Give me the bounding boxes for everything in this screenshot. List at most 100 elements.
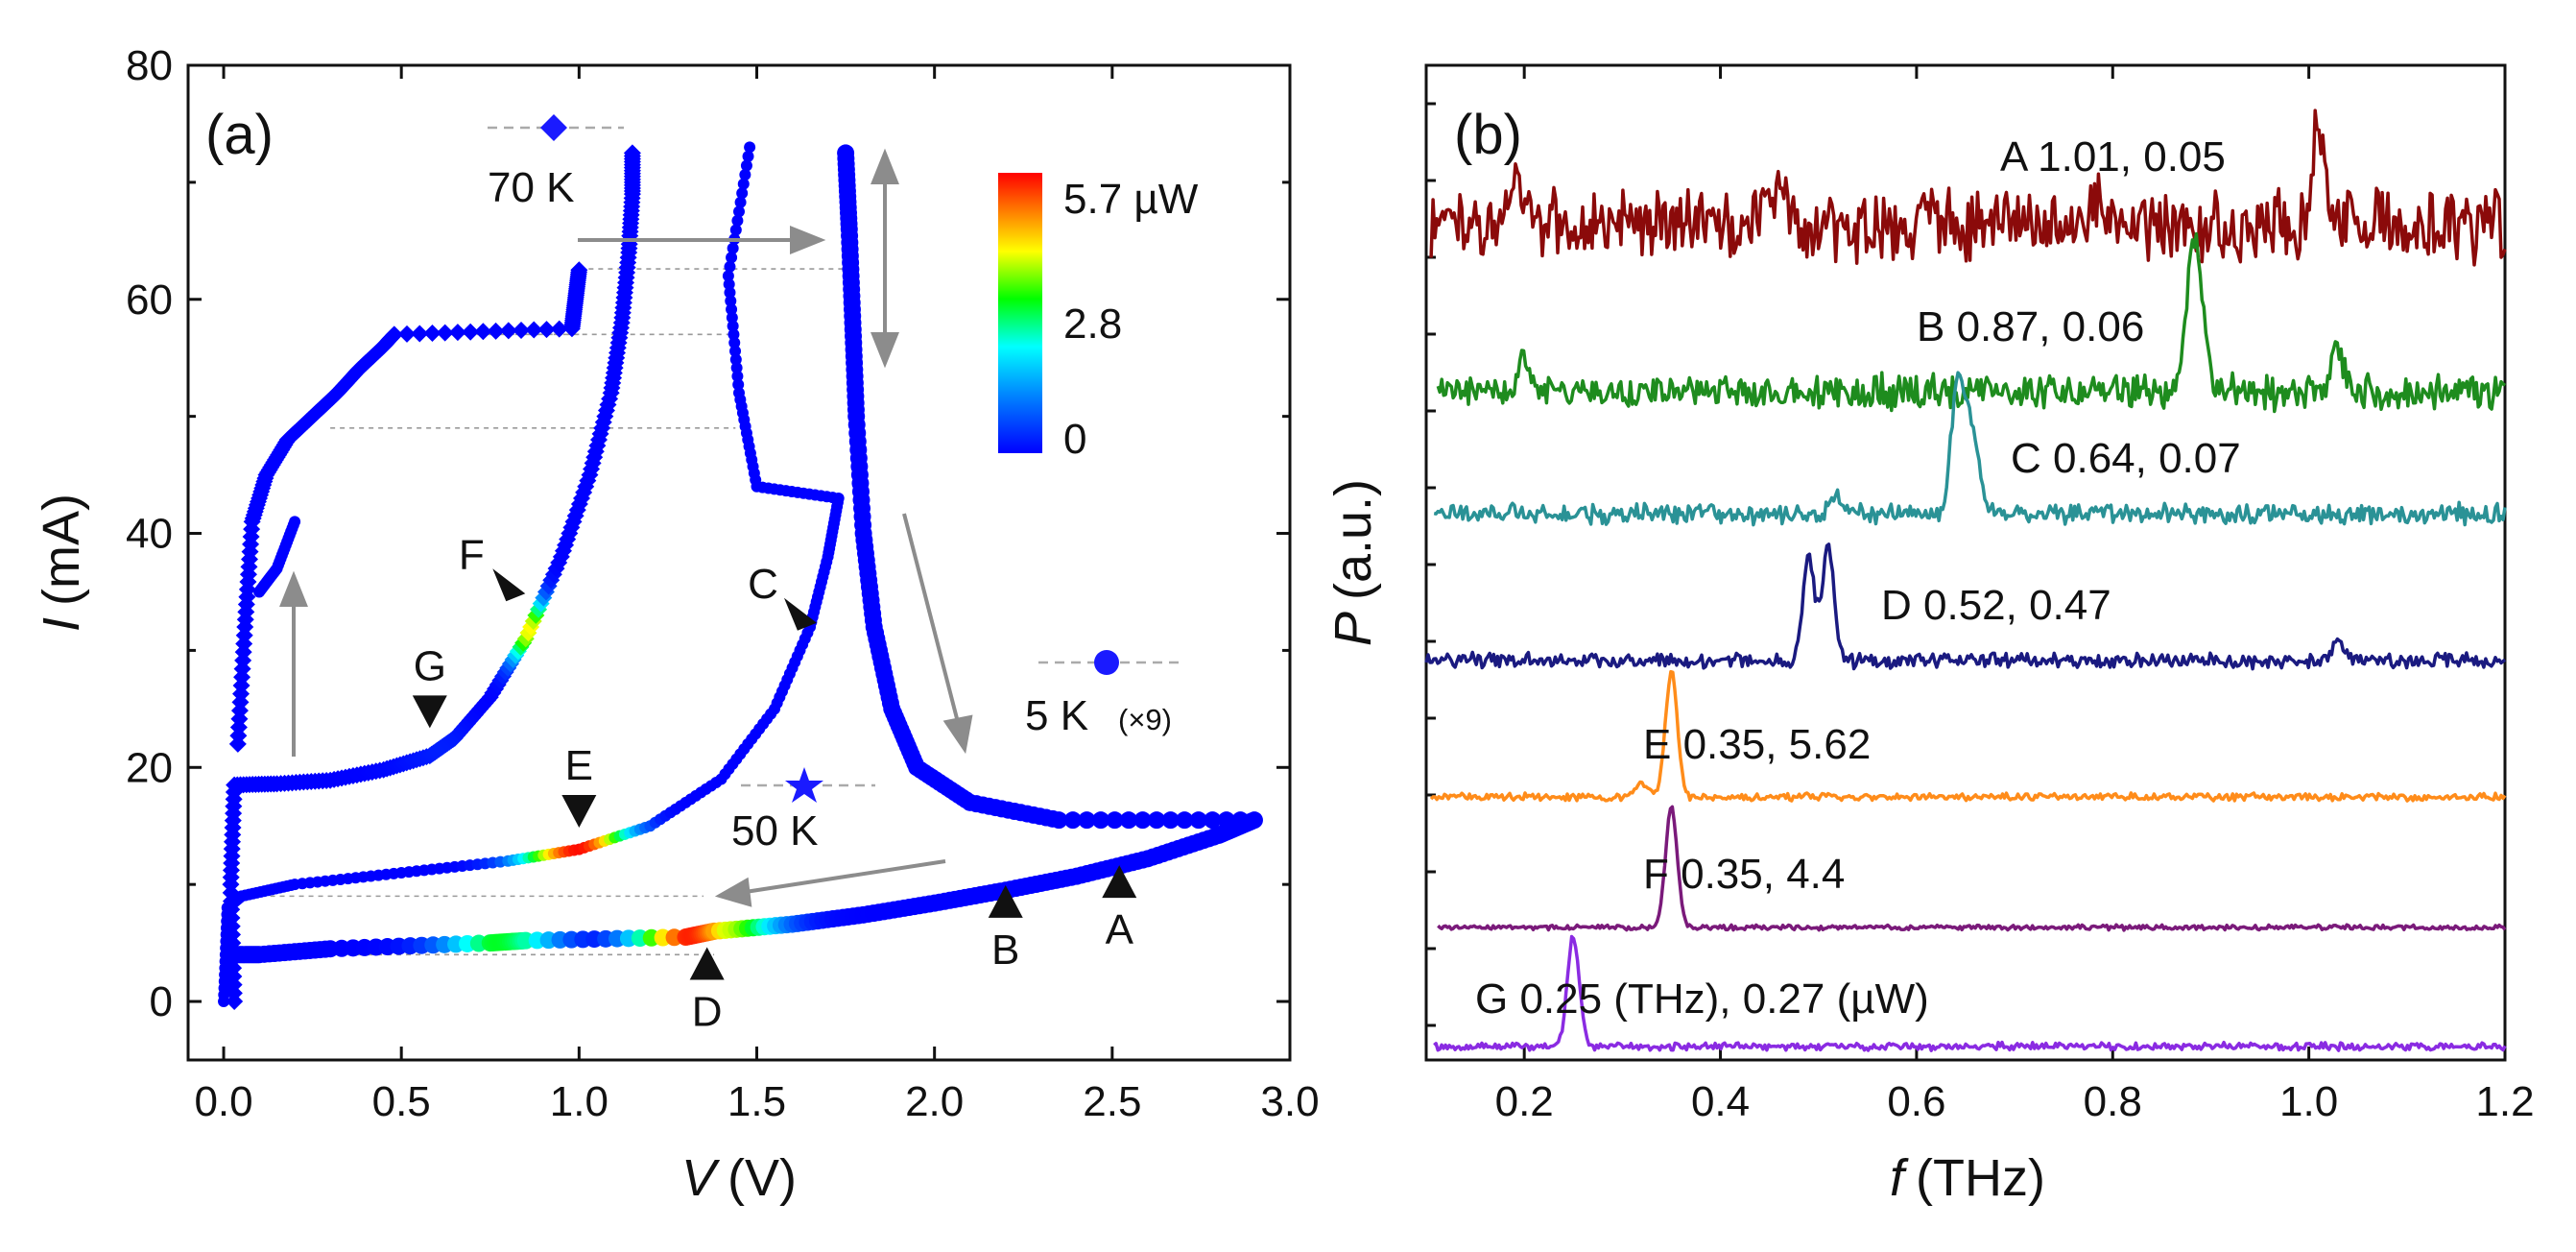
a-xtick-label: 3.0: [1260, 1078, 1319, 1125]
a-xtick-label: 1.0: [550, 1078, 608, 1125]
panel-a-ylabel: I(mA): [33, 494, 90, 632]
a-point: [731, 370, 744, 382]
arrow-down-right: [902, 513, 962, 731]
a-point: [727, 320, 739, 332]
a-point: [230, 702, 249, 720]
colorbar: 5.7 µW 2.8 0: [998, 173, 1199, 463]
a-point: [725, 295, 737, 307]
a-ytick-label: 80: [126, 42, 173, 89]
a-point: [1245, 811, 1263, 830]
legend-50k-star: [785, 767, 823, 803]
a-point: [1078, 811, 1096, 830]
a-point: [727, 242, 739, 254]
spectrum-e-label: E 0.35, 5.62: [1643, 721, 1871, 768]
marker-f-triangle: [492, 568, 526, 602]
b-xtick-label: 1.0: [2279, 1078, 2338, 1125]
panel-a-series: [218, 141, 1263, 1011]
panel-b-ylabel: P(a.u.): [1324, 479, 1382, 646]
a-xtick-label: 2.5: [1083, 1078, 1141, 1125]
a-point: [1063, 811, 1082, 830]
legend-50k-label: 50 K: [731, 807, 819, 855]
panel-a-xlabel: V (V): [681, 1149, 797, 1207]
a-point: [726, 252, 738, 264]
panel-a-arrows: [279, 148, 973, 907]
a-point: [1120, 811, 1138, 830]
spectrum-f: [1437, 805, 2507, 932]
marker-g-triangle: [412, 695, 447, 729]
b-xtick-label: 0.6: [1887, 1078, 1945, 1125]
a-point: [232, 676, 250, 694]
legend-5k-circle: [1094, 650, 1119, 675]
marker-g-label: G: [414, 642, 446, 689]
a-point: [744, 141, 756, 154]
a-point: [513, 321, 531, 339]
spectrum-g: [1433, 934, 2507, 1052]
a-point: [724, 286, 736, 299]
a-point: [732, 378, 745, 391]
spectrum-b: [1436, 231, 2507, 414]
a-point: [726, 303, 738, 316]
a-point: [235, 626, 253, 644]
a-point: [1133, 811, 1152, 830]
a-point: [423, 325, 441, 343]
colorbar-gradient: [998, 173, 1042, 453]
marker-c-triangle: [783, 597, 817, 631]
panel-b-series-labels: A 1.01, 0.05 B 0.87, 0.06 C 0.64, 0.07 D 0.…: [1475, 133, 2241, 1023]
a-point: [1106, 811, 1124, 830]
a-point: [462, 323, 480, 341]
marker-b-triangle: [988, 884, 1023, 918]
a-point: [731, 214, 744, 227]
legend-70k-diamond: [540, 114, 567, 141]
marker-c-label: C: [748, 561, 778, 608]
spectrum-c: [1433, 371, 2507, 527]
marker-a-triangle: [1102, 865, 1137, 899]
arrow-updown-head-top: [871, 148, 899, 184]
panel-b-spectra: [1424, 108, 2507, 1052]
a-point: [474, 323, 492, 341]
a-point: [436, 324, 454, 342]
a-point: [1204, 811, 1222, 830]
a-point: [726, 311, 738, 324]
panel-a-y-ticks: 0 20 40 60 80: [126, 42, 1290, 1025]
a-point: [623, 144, 641, 162]
a-point: [253, 586, 266, 598]
panel-a-frame: [186, 63, 1292, 1062]
marker-a-label: A: [1106, 906, 1134, 953]
a-point: [723, 278, 735, 291]
arrow-left: [738, 859, 946, 895]
marker-f-label: F: [459, 531, 485, 578]
panel-b: 0.2 0.4 0.6 0.8 1.0 1.2 A 1.01, 0.05 B 0.87, 0…: [1324, 63, 2535, 1207]
a-point: [411, 325, 429, 343]
a-point: [734, 196, 747, 208]
a-point: [733, 387, 745, 399]
colorbar-label-mid: 2.8: [1063, 301, 1122, 348]
a-ytick-label: 0: [150, 978, 173, 1025]
a-point: [499, 322, 517, 340]
a-point: [729, 345, 742, 357]
b-xtick-label: 0.4: [1691, 1078, 1750, 1125]
b-xtick-label: 0.2: [1495, 1078, 1554, 1125]
a-point: [733, 205, 745, 218]
a-point: [729, 353, 742, 366]
panel-a-markers: A B C D E F G: [412, 531, 1137, 1035]
arrow-updown-head-bottom: [871, 332, 899, 369]
spectrum-f-label: F 0.35, 4.4: [1643, 851, 1845, 898]
a-point: [736, 187, 749, 200]
arrow-left-head: [714, 877, 752, 907]
arrow-right-head: [790, 226, 826, 254]
spectrum-e: [1429, 669, 2507, 803]
a-point: [730, 362, 743, 374]
a-point: [728, 337, 741, 349]
a-ytick-label: 60: [126, 277, 173, 324]
marker-e-triangle: [561, 794, 597, 828]
a-xtick-label: 2.0: [905, 1078, 964, 1125]
panel-a-x-ticks: 0.0 0.5 1.0 1.5 2.0 2.5 3.0: [194, 65, 1320, 1125]
panel-b-xlabel: f (THz): [1890, 1149, 2045, 1207]
a-ytick-label: 20: [126, 744, 173, 791]
spectrum-d: [1424, 542, 2507, 671]
legend-5k-label: 5 K: [1025, 692, 1088, 739]
a-point: [1161, 811, 1180, 830]
a-point: [742, 150, 754, 162]
spectrum-a-label: A 1.01, 0.05: [2000, 133, 2226, 181]
